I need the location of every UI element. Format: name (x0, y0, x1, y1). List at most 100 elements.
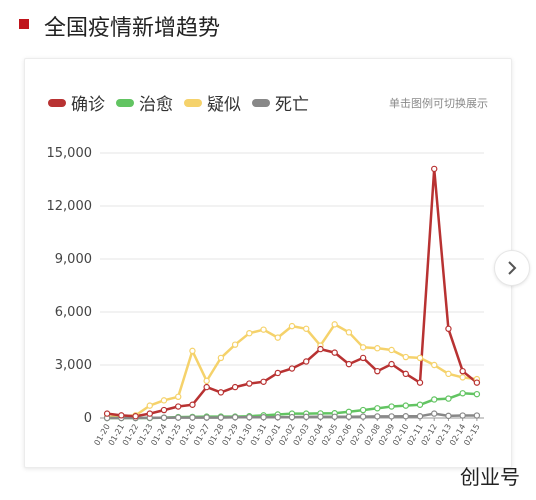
data-point (246, 330, 253, 337)
data-point (303, 358, 310, 365)
data-point (445, 412, 452, 420)
data-point (217, 414, 225, 421)
data-point (231, 383, 239, 391)
data-point (459, 374, 466, 381)
data-point (388, 360, 395, 368)
data-point (374, 367, 381, 375)
legend-item-cured[interactable]: 治愈 (116, 90, 173, 115)
data-point (189, 401, 196, 408)
data-point (416, 379, 424, 386)
data-point (431, 396, 438, 403)
data-point (459, 367, 466, 375)
y-tick-label: 12,000 (47, 199, 93, 214)
data-point (274, 369, 281, 377)
legend-swatch-cured (116, 98, 134, 107)
data-point (274, 334, 281, 341)
data-point (416, 401, 424, 408)
data-point (203, 383, 210, 391)
data-point (317, 345, 324, 353)
data-point (473, 412, 481, 419)
data-point (374, 345, 381, 352)
data-point (231, 414, 239, 421)
data-point (459, 412, 466, 419)
data-point (118, 412, 125, 419)
data-point (402, 370, 409, 378)
legend-item-dead[interactable]: 死亡 (252, 90, 309, 115)
data-point (388, 346, 395, 354)
data-point (217, 354, 225, 362)
legend-hint: 单击图例可切换展示 (389, 97, 488, 110)
data-point (431, 410, 438, 417)
data-point (345, 360, 353, 368)
data-point (359, 413, 367, 420)
next-chart-button[interactable] (494, 250, 530, 286)
data-point (416, 413, 424, 420)
red-marker-icon (19, 19, 29, 29)
data-point (402, 402, 409, 409)
data-point (473, 390, 481, 398)
y-tick-label: 15,000 (47, 146, 93, 161)
watermark: 创业号 (460, 465, 520, 489)
data-point (317, 413, 324, 420)
data-point (331, 349, 338, 356)
y-tick-label: 9,000 (55, 252, 92, 267)
data-point (160, 414, 168, 421)
data-point (459, 390, 466, 397)
legend-swatch-confirmed (48, 98, 66, 107)
data-point (274, 414, 281, 421)
data-point (331, 413, 338, 420)
data-point (288, 365, 296, 372)
data-point (402, 413, 409, 420)
data-point (345, 329, 353, 336)
data-point (473, 379, 481, 386)
data-point (132, 413, 139, 420)
data-point (260, 414, 267, 421)
data-point (445, 395, 452, 402)
data-point (175, 393, 182, 400)
y-tick-label: 6,000 (55, 305, 92, 320)
data-point (260, 326, 267, 333)
data-point (160, 406, 168, 414)
legend-label-cured: 治愈 (139, 95, 173, 115)
data-point (246, 380, 253, 387)
data-point (246, 414, 253, 421)
data-point (388, 413, 395, 420)
data-point (388, 403, 395, 410)
data-point (175, 414, 182, 421)
section-title: 全国疫情新增趋势 (44, 16, 221, 41)
data-point (445, 325, 452, 332)
legend-swatch-suspected (184, 98, 202, 107)
data-point (359, 344, 367, 351)
data-point (331, 321, 338, 328)
data-point (416, 354, 424, 362)
legend-label-suspected: 疑似 (207, 95, 241, 115)
data-point (374, 413, 381, 420)
data-point (345, 413, 353, 420)
legend-item-suspected[interactable]: 疑似 (184, 90, 241, 115)
data-point (288, 413, 296, 421)
data-point (303, 413, 310, 421)
y-tick-label: 3,000 (55, 358, 92, 373)
data-point (231, 341, 239, 348)
data-point (402, 353, 409, 361)
data-point (303, 325, 310, 332)
section-header: 全国疫情新增趋势 (0, 0, 536, 52)
data-point (288, 322, 296, 330)
y-tick-label: 0 (84, 411, 92, 426)
legend-item-confirmed[interactable]: 确诊 (48, 90, 105, 115)
data-point (359, 406, 367, 414)
data-point (189, 414, 196, 421)
data-point (217, 389, 225, 396)
data-point (146, 402, 153, 409)
chevron-right-icon (508, 261, 517, 275)
data-point (445, 370, 452, 378)
data-point (203, 414, 210, 421)
data-point (146, 410, 153, 417)
data-point (160, 397, 168, 404)
data-point (374, 405, 381, 412)
legend-label-confirmed: 确诊 (71, 95, 105, 115)
data-point (103, 410, 111, 417)
data-point (260, 378, 267, 385)
data-point (175, 403, 182, 410)
data-point (203, 377, 210, 385)
